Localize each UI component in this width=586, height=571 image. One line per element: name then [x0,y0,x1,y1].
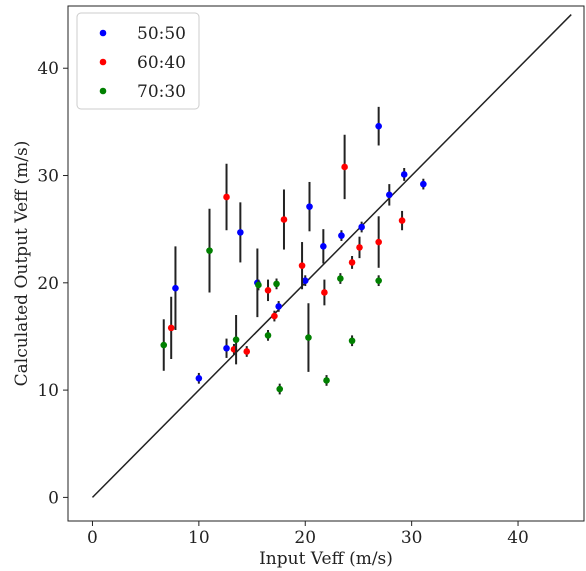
data-point [276,385,284,393]
data-point [375,122,382,130]
x-axis-label: Input Veff (m/s) [259,549,393,569]
data-point [280,216,288,223]
data-point [160,341,168,349]
axes: 0 10 20 30 40 0 10 20 30 40 [37,5,585,548]
x-tick-label: 10 [188,528,210,548]
legend-box [76,12,200,110]
data-point [398,217,406,224]
data-point [273,280,280,288]
y-tick-label: 40 [37,59,59,79]
legend-label: 50:50 [137,24,186,44]
data-point [358,223,365,231]
legend-marker [99,29,107,37]
data-point [243,348,251,355]
y-axis-label: Calculated Output Veff (m/s) [12,141,32,387]
legend-label: 60:40 [137,53,186,73]
x-tick-label: 40 [507,528,529,548]
data-point [172,284,179,292]
x-tick-label: 30 [401,528,423,548]
data-point [206,247,213,254]
data-point [341,163,348,171]
data-point [298,262,306,269]
data-point [237,229,244,236]
data-point [323,377,330,384]
reference-line [91,14,572,498]
data-point [375,277,382,284]
data-point [400,171,408,178]
data-point [320,243,327,250]
data-point [167,324,175,332]
data-point [348,337,356,345]
legend: 50:50 60:40 70:30 [76,12,200,110]
y-tick-label: 30 [37,167,59,187]
x-tick-label: 20 [294,528,316,548]
data-point [306,203,313,210]
data-point [275,303,282,310]
data-point [356,244,363,251]
plot-area [91,14,572,498]
axes-frame [67,5,585,522]
data-point [255,281,262,289]
series-70-30 [160,208,382,395]
data-point [195,375,203,382]
data-point [232,336,240,343]
series-60-40 [167,134,406,359]
data-point [321,289,328,296]
y-tick-label: 0 [48,488,59,508]
y-tick-label: 10 [37,381,59,401]
y-tick-label: 20 [37,274,59,294]
legend-label: 70:30 [137,82,186,102]
x-tick-label: 0 [87,528,98,548]
data-point [337,275,344,282]
data-point [264,332,272,339]
data-point [420,180,427,188]
data-point [386,191,393,199]
data-point [301,277,309,284]
data-point [375,238,382,246]
data-point [271,312,278,320]
data-point [223,344,230,352]
data-point [264,287,272,294]
data-point [223,193,230,201]
data-point [338,232,345,239]
legend-marker [99,87,107,95]
legend-marker [99,58,107,66]
data-point [348,259,356,266]
data-point [305,334,312,341]
